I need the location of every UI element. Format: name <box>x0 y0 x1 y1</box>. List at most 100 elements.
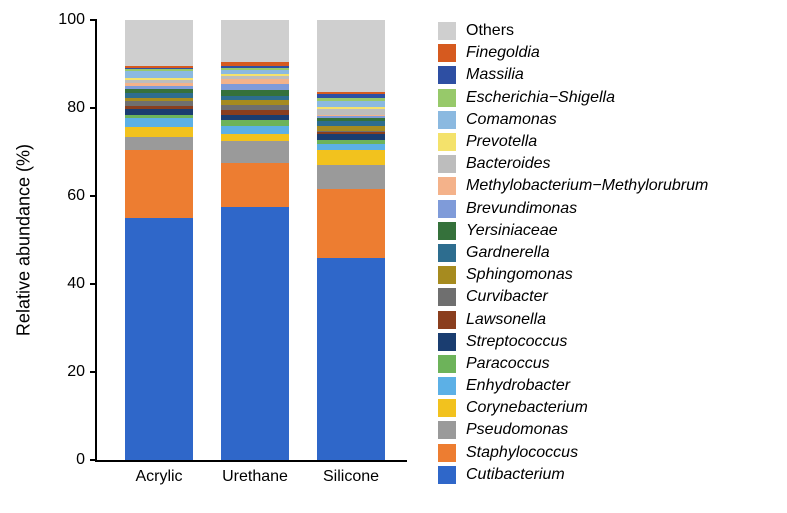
segment-staphylococcus <box>317 189 385 257</box>
ytick-label: 40 <box>0 275 85 293</box>
legend-swatch <box>438 89 456 107</box>
legend-item-prevotella: Prevotella <box>438 131 778 153</box>
ytick-label: 0 <box>0 451 85 469</box>
segment-enhydrobacter <box>221 126 289 135</box>
segment-others <box>317 20 385 92</box>
legend-swatch <box>438 311 456 329</box>
legend-item-brevundimonas: Brevundimonas <box>438 198 778 220</box>
legend-label: Brevundimonas <box>466 200 577 218</box>
legend-swatch <box>438 155 456 173</box>
legend-item-others: Others <box>438 20 778 42</box>
legend-label: Pseudomonas <box>466 421 568 439</box>
segment-others <box>125 20 193 66</box>
legend-label: Enhydrobacter <box>466 377 570 395</box>
legend-label: Gardnerella <box>466 244 550 262</box>
bar-silicone <box>317 20 385 460</box>
segment-corynebacterium <box>125 127 193 137</box>
legend-item-escherichia-shigella: Escherichia−Shigella <box>438 87 778 109</box>
legend-label: Streptococcus <box>466 333 567 351</box>
legend-swatch <box>438 421 456 439</box>
legend-swatch <box>438 200 456 218</box>
legend-label: Comamonas <box>466 111 557 129</box>
segment-corynebacterium <box>221 134 289 141</box>
legend-item-pseudomonas: Pseudomonas <box>438 419 778 441</box>
legend-item-paracoccus: Paracoccus <box>438 353 778 375</box>
legend-label: Methylobacterium−Methylorubrum <box>466 177 708 195</box>
legend-label: Paracoccus <box>466 355 550 373</box>
legend-item-sphingomonas: Sphingomonas <box>438 264 778 286</box>
legend-swatch <box>438 288 456 306</box>
plot-area: AcrylicUrethaneSilicone <box>95 20 407 462</box>
legend-swatch <box>438 66 456 84</box>
legend-swatch <box>438 333 456 351</box>
legend-item-enhydrobacter: Enhydrobacter <box>438 375 778 397</box>
ytick-mark <box>90 195 97 197</box>
legend-swatch <box>438 377 456 395</box>
legend-item-finegoldia: Finegoldia <box>438 42 778 64</box>
segment-corynebacterium <box>317 150 385 165</box>
legend-swatch <box>438 355 456 373</box>
segment-cutibacterium <box>317 258 385 460</box>
segment-others <box>221 20 289 61</box>
segment-staphylococcus <box>221 163 289 207</box>
ytick-label: 100 <box>0 11 85 29</box>
ytick-mark <box>90 19 97 21</box>
legend-label: Prevotella <box>466 133 537 151</box>
ytick-label: 80 <box>0 99 85 117</box>
stacked-bar-chart: Relative abundance (%) AcrylicUrethaneSi… <box>0 0 787 513</box>
legend-label: Sphingomonas <box>466 266 573 284</box>
legend-item-curvibacter: Curvibacter <box>438 286 778 308</box>
legend-label: Curvibacter <box>466 288 548 306</box>
segment-comamonas <box>125 71 193 78</box>
segment-cutibacterium <box>221 207 289 460</box>
bar-urethane <box>221 20 289 460</box>
legend-item-lawsonella: Lawsonella <box>438 308 778 330</box>
segment-enhydrobacter <box>125 118 193 127</box>
legend-swatch <box>438 266 456 284</box>
ytick-mark <box>90 107 97 109</box>
segment-staphylococcus <box>125 150 193 218</box>
segment-pseudomonas <box>221 141 289 163</box>
legend-swatch <box>438 133 456 151</box>
segment-cutibacterium <box>125 218 193 460</box>
legend-item-streptococcus: Streptococcus <box>438 331 778 353</box>
legend: Others Finegoldia Massilia Escherichia−Shig… <box>438 20 778 486</box>
legend-item-bacteroides: Bacteroides <box>438 153 778 175</box>
xcategory-label: Silicone <box>323 468 379 486</box>
ytick-mark <box>90 371 97 373</box>
legend-swatch <box>438 177 456 195</box>
legend-label: Others <box>466 22 514 40</box>
legend-swatch <box>438 244 456 262</box>
segment-pseudomonas <box>317 165 385 189</box>
legend-item-gardnerella: Gardnerella <box>438 242 778 264</box>
legend-label: Massilia <box>466 66 524 84</box>
legend-label: Bacteroides <box>466 155 551 173</box>
legend-label: Lawsonella <box>466 311 546 329</box>
legend-label: Corynebacterium <box>466 399 588 417</box>
legend-swatch <box>438 466 456 484</box>
y-axis-label: Relative abundance (%) <box>14 144 35 336</box>
legend-item-comamonas: Comamonas <box>438 109 778 131</box>
ytick-mark <box>90 459 97 461</box>
xcategory-label: Acrylic <box>135 468 182 486</box>
legend-item-cutibacterium: Cutibacterium <box>438 464 778 486</box>
legend-label: Escherichia−Shigella <box>466 89 615 107</box>
legend-item-methylobacterium-methylorubrum: Methylobacterium−Methylorubrum <box>438 175 778 197</box>
legend-label: Finegoldia <box>466 44 540 62</box>
legend-label: Cutibacterium <box>466 466 565 484</box>
xcategory-label: Urethane <box>222 468 288 486</box>
legend-swatch <box>438 222 456 240</box>
legend-swatch <box>438 444 456 462</box>
legend-item-massilia: Massilia <box>438 64 778 86</box>
legend-swatch <box>438 111 456 129</box>
legend-swatch <box>438 44 456 62</box>
legend-item-corynebacterium: Corynebacterium <box>438 397 778 419</box>
legend-swatch <box>438 399 456 417</box>
legend-item-yersiniaceae: Yersiniaceae <box>438 220 778 242</box>
ytick-label: 20 <box>0 363 85 381</box>
legend-swatch <box>438 22 456 40</box>
ytick-label: 60 <box>0 187 85 205</box>
legend-label: Yersiniaceae <box>466 222 558 240</box>
ytick-mark <box>90 283 97 285</box>
bar-acrylic <box>125 20 193 460</box>
